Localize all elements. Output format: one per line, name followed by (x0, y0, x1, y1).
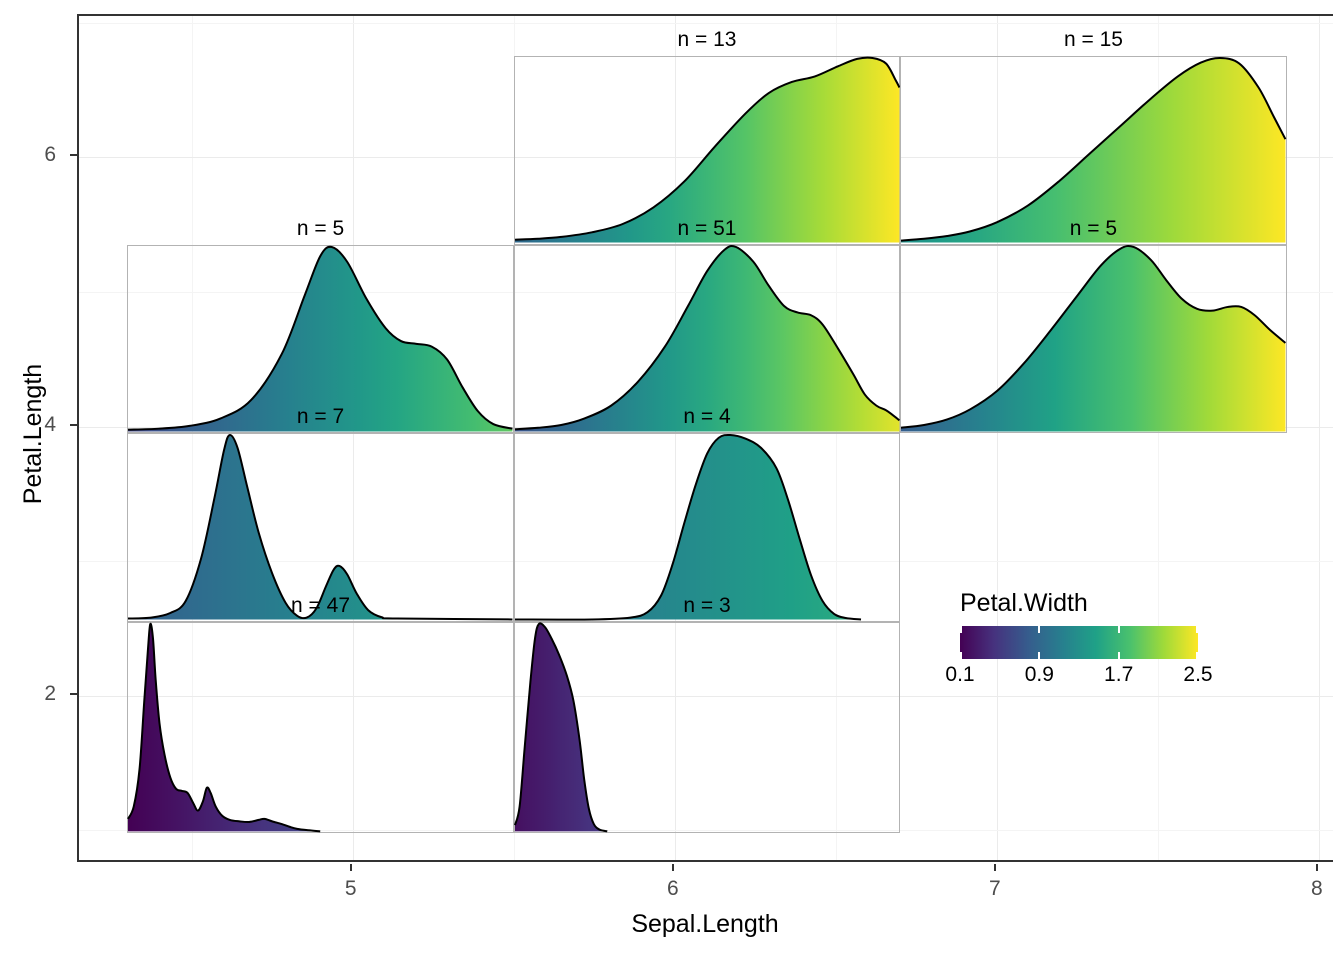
legend-colorbar[interactable] (960, 626, 1198, 659)
x-axis-tick-label: 7 (989, 877, 1001, 900)
density-curve (515, 434, 899, 620)
facet-panel (127, 433, 514, 622)
legend-tick-mark (1117, 652, 1120, 659)
facet-strip-label: n = 15 (1063, 28, 1123, 52)
facet-panel (513, 56, 901, 245)
y-axis-title: Petal.Length (19, 363, 47, 505)
x-axis-tick-mark (349, 864, 352, 871)
x-axis-tick-label: 8 (1311, 877, 1323, 900)
facet-strip-label: n = 5 (1069, 216, 1118, 240)
legend: Petal.Width 0.1 0.9 1.7 2.5 (945, 588, 1212, 691)
plot-panel: n = 13 n = 15 n = 5 n = 51 n = 5 n = 7 n = 4 n … (77, 14, 1333, 862)
facet-strip-label: n = 7 (296, 405, 345, 429)
facet-panel (900, 56, 1287, 245)
legend-tick-mark (1196, 652, 1198, 659)
facets-layer: n = 13 n = 15 n = 5 n = 51 n = 5 n = 7 n = 4 n … (79, 16, 1333, 860)
x-axis-tick-mark (1315, 864, 1318, 871)
gridline-major-vertical (996, 16, 998, 860)
y-axis-tick-mark (70, 692, 77, 695)
legend-tick-mark (1117, 626, 1120, 633)
facet-strip-label: n = 4 (683, 405, 731, 429)
facet-panel (900, 245, 1287, 434)
gridline-minor-vertical (191, 16, 193, 860)
gridline-major-horizontal (79, 695, 1333, 697)
density-curve (901, 57, 1285, 243)
legend-tick-mark (1038, 626, 1041, 633)
density-curve (128, 623, 512, 832)
x-axis-tick-label: 6 (666, 877, 679, 900)
legend-tick-label: 0.9 (1024, 663, 1054, 686)
gridline-minor-vertical (835, 16, 837, 860)
facet-strip-label: n = 51 (677, 216, 737, 240)
gridline-minor-horizontal (79, 830, 1333, 832)
legend-tick-mark (1038, 652, 1041, 659)
facet-strip-label: n = 5 (296, 216, 345, 240)
density-curve (515, 623, 899, 832)
y-axis-tick-mark (70, 423, 77, 426)
legend-tick-label: 1.7 (1104, 663, 1134, 686)
density-curve (515, 57, 899, 243)
gridline-major-vertical (1318, 16, 1320, 860)
facet-strip-label: n = 3 (683, 593, 731, 617)
y-axis-tick-mark (70, 154, 77, 157)
legend-tick-label: 2.5 (1183, 663, 1213, 686)
x-axis-tick-label: 5 (344, 877, 357, 900)
legend-colorbar-wrap (960, 626, 1198, 659)
density-curve (128, 434, 512, 620)
y-axis-tick-label: 2 (44, 681, 56, 705)
gridline-major-vertical (674, 16, 676, 860)
legend-tick-mark (960, 626, 962, 633)
legend-title: Petal.Width (960, 589, 1088, 617)
gridline-minor-horizontal (79, 22, 1333, 24)
facet-strip-label: n = 13 (677, 28, 737, 52)
density-curve (901, 246, 1285, 432)
facet-panel (513, 433, 901, 622)
legend-tick-label: 0.1 (945, 663, 975, 686)
gridline-minor-vertical (1157, 16, 1159, 860)
facet-strip-label: n = 47 (291, 593, 351, 617)
gridline-major-vertical (352, 16, 354, 860)
x-axis-tick-mark (993, 864, 996, 871)
facet-panel (513, 621, 901, 834)
legend-tick-labels: 0.1 0.9 1.7 2.5 (945, 663, 1212, 691)
legend-tick-mark (960, 652, 962, 659)
legend-tick-mark (1196, 626, 1198, 633)
density-curve (128, 246, 512, 432)
facet-panel (127, 621, 514, 834)
x-axis-tick-mark (671, 864, 674, 871)
facet-panel (127, 244, 514, 434)
y-axis-tick-label: 6 (44, 143, 56, 167)
facet-panel (513, 245, 901, 434)
y-axis-tick-label: 4 (44, 412, 56, 436)
density-curve (515, 246, 899, 432)
x-axis-title: Sepal.Length (631, 910, 779, 938)
